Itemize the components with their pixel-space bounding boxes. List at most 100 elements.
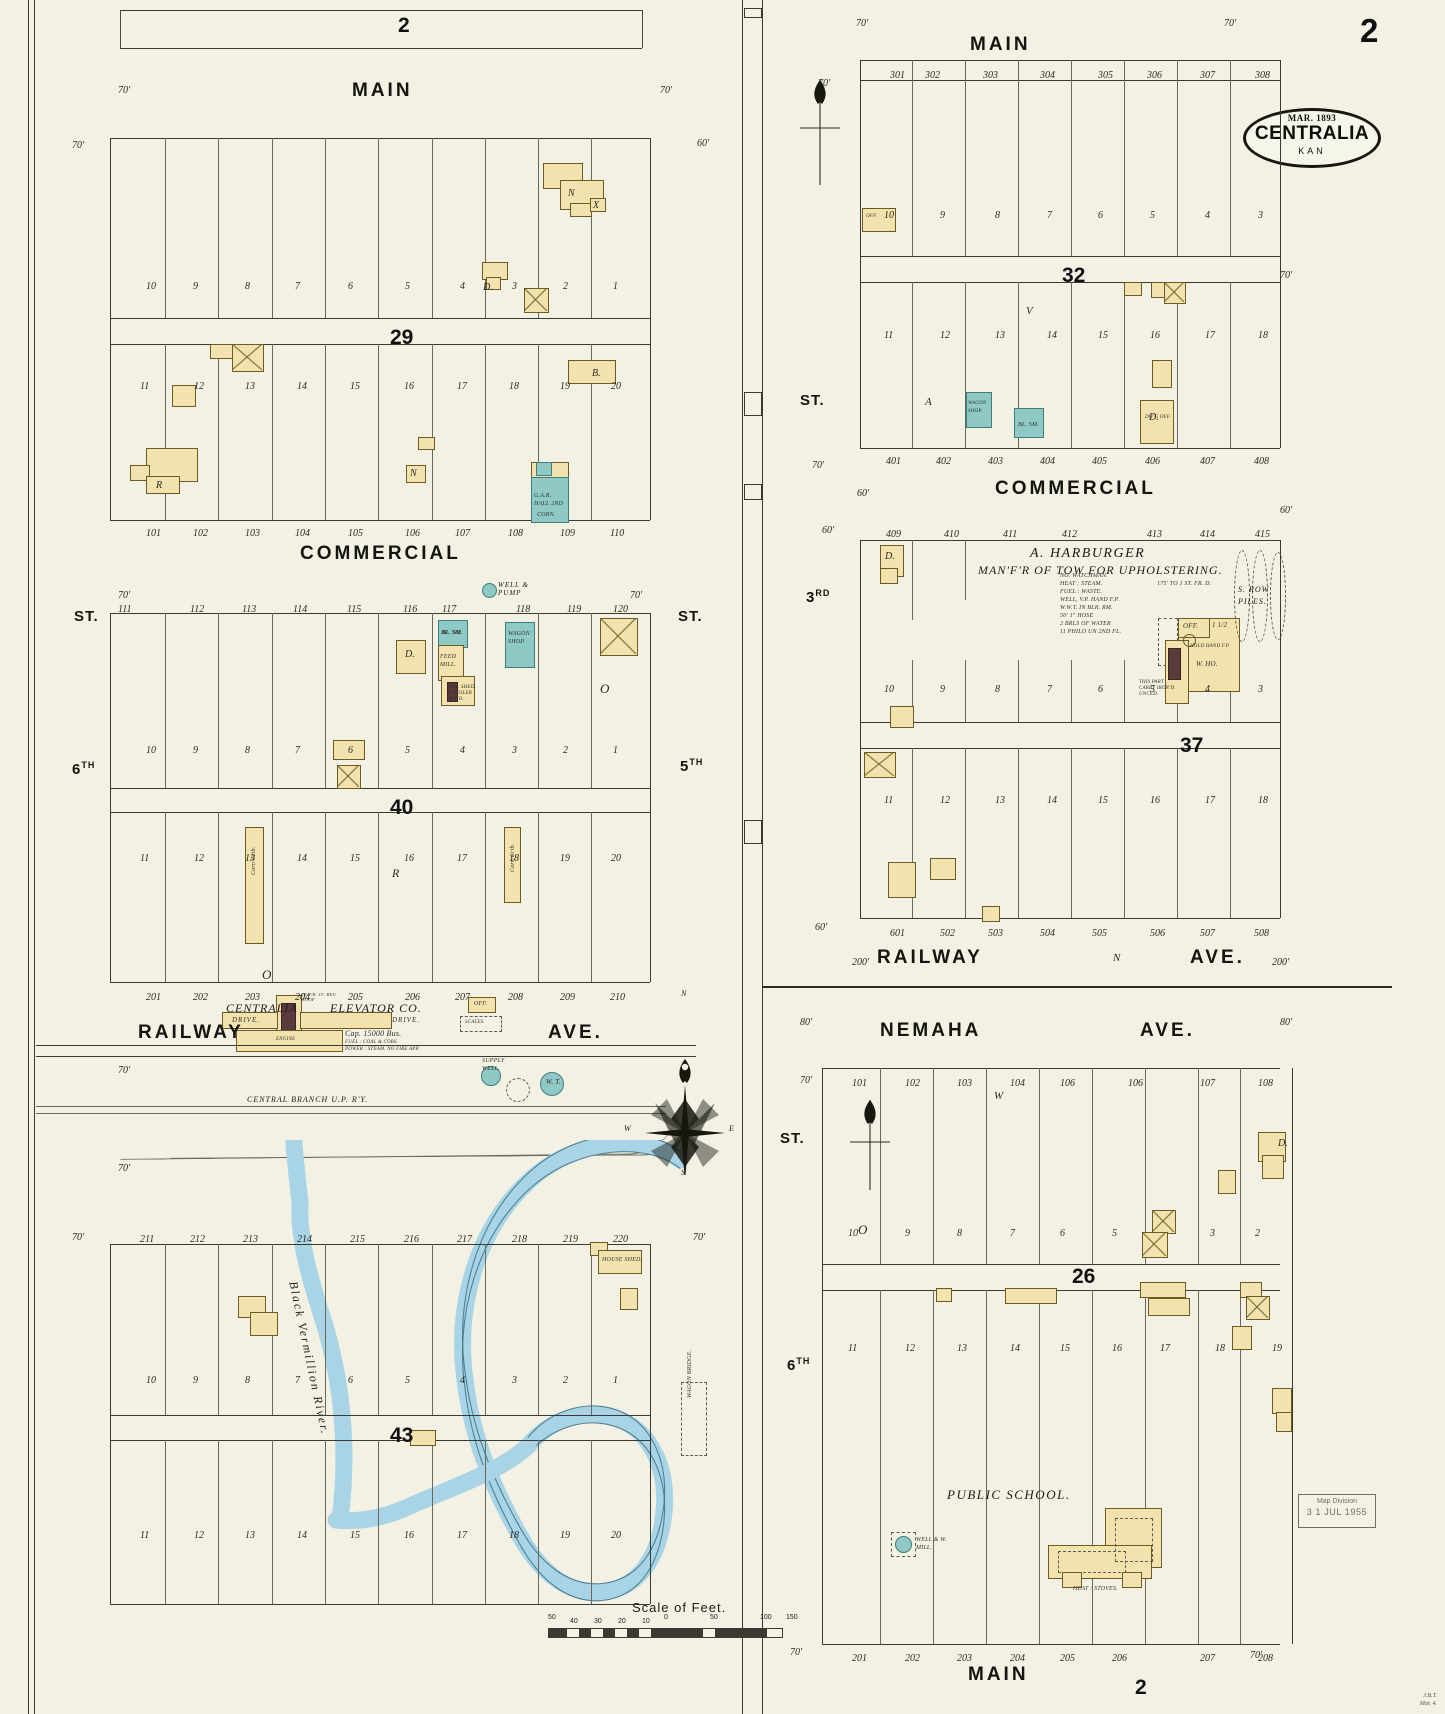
building-blacksmith-2 (1014, 408, 1044, 438)
scale-title: Scale of Feet. (632, 1600, 727, 1615)
blk29-lot-div (378, 344, 379, 520)
blk43-mid-line (110, 1415, 650, 1416)
lot-number: 16 (404, 381, 414, 392)
street-railway-left: RAILWAY (138, 1022, 244, 1043)
harburger-note: HEAT : STEAM. (1060, 581, 1103, 587)
blk40-lot-div (378, 812, 379, 982)
lot-number: 401 (886, 456, 901, 467)
blk37-lot-div (1071, 660, 1072, 722)
label-wagon-bridge: WAGON BRIDGE. (687, 1349, 693, 1398)
lot-number: 12 (905, 1343, 915, 1354)
lot-number: 117 (442, 604, 457, 615)
sheet-number-top: 2 (1360, 12, 1379, 49)
letter-v: V (1026, 305, 1033, 317)
lot-number: 307 (1200, 70, 1215, 81)
lot-number: 16 (404, 853, 414, 864)
lot-number: 112 (190, 604, 205, 615)
building (1262, 1155, 1284, 1179)
lot-number: 14 (1047, 330, 1057, 341)
letter-o-1: O (600, 681, 610, 696)
dimension-label: 80' (1280, 1017, 1293, 1028)
blk43-lot-div (432, 1440, 433, 1604)
lot-number: 104 (295, 528, 310, 539)
label-harburger-fireproof: THIS PART CAREY IRON'D. UNCED. (1139, 680, 1176, 697)
lot-number: 410 (944, 529, 959, 540)
building-corn-crib-2 (504, 827, 521, 903)
compass-north-label: N (681, 989, 687, 998)
lot-number: 220 (613, 1234, 628, 1245)
blk40-lot-div (378, 613, 379, 788)
dimension-label: 70' (72, 1232, 85, 1243)
label-railway-name: CENTRAL BRANCH U.P. R'Y. (247, 1095, 369, 1104)
lot-number: 11 (140, 1530, 150, 1541)
blk40-lot-div (591, 613, 592, 788)
blk37-alley-line (860, 748, 1280, 749)
label-elevator-fuel: FUEL : COAL & COBS. (345, 1040, 399, 1045)
cartouche-state: KAN (1298, 146, 1326, 156)
dimension-label: 70' (800, 1075, 813, 1086)
scale-seg (627, 1629, 639, 1637)
building (1140, 400, 1174, 444)
scale-tick-label: 0 (664, 1614, 668, 1621)
lot-number: 118 (516, 604, 531, 615)
harburger-note: 50' 1" HOSE (1060, 613, 1094, 619)
blk40-lot-div (165, 613, 166, 788)
lot-number: 7 (295, 1375, 300, 1386)
wagon-bridge-outline (681, 1382, 707, 1456)
lot-number: 8 (245, 745, 250, 756)
dimension-label: 200' (1272, 957, 1290, 968)
blk26-lot-div (880, 1290, 881, 1644)
label-blacksmith-1: BL. SM. (442, 630, 463, 636)
lot-number: 18 (1258, 330, 1268, 341)
street-commercial-right: COMMERCIAL (995, 478, 1156, 499)
lot-number: 17 (457, 853, 467, 864)
left-margin-rule-2 (34, 0, 35, 1714)
blk26-lot-div (1198, 1068, 1199, 1264)
street-main-right: MAIN (970, 34, 1031, 55)
block-number: 29 (390, 326, 414, 349)
school-interior-dashed (1115, 1518, 1153, 1562)
blk37-lot-div (1124, 748, 1125, 918)
lot-number: 219 (563, 1234, 578, 1245)
label-carpet-boiler: CAR. SHED. & BOILER W. HO. (448, 685, 476, 702)
lot-number: 5 (405, 745, 410, 756)
lot-number: 109 (560, 528, 575, 539)
lot-number: 16 (1150, 795, 1160, 806)
street-nemaha-ave: AVE. (1140, 1020, 1195, 1041)
lot-number: 20 (611, 1530, 621, 1541)
lot-number: 304 (1040, 70, 1055, 81)
lot-number: 104 (1010, 1078, 1025, 1089)
scale-bar: Scale of Feet. 50 40 30 20 10 0 50 100 1… (548, 1600, 798, 1654)
cartouche-date: MAR. 1893 (1287, 113, 1337, 123)
blk32-lot-div (1230, 282, 1231, 448)
blk29-lot-div (378, 138, 379, 318)
blk32-lot-div (1018, 282, 1019, 448)
label-elevator-office: OFF. (474, 1001, 488, 1007)
building-x-mark (864, 752, 894, 776)
building-x-mark (1142, 1232, 1166, 1256)
blk26-lot-div (1092, 1068, 1093, 1264)
label-dwg-off: DW'G OFF. (1145, 415, 1171, 420)
lot-number: 203 (957, 1653, 972, 1664)
blk40-lot-div (432, 812, 433, 982)
building (568, 360, 616, 384)
blk40-alley-line (110, 812, 650, 813)
lot-number: 103 (957, 1078, 972, 1089)
lot-number: 14 (1047, 795, 1057, 806)
blk43-alley-line (110, 1440, 650, 1441)
compass-rose (645, 1059, 725, 1175)
lot-number: 7 (295, 281, 300, 292)
dimension-label: 70' (118, 85, 131, 96)
building (1272, 1388, 1292, 1414)
building-x-mark (1246, 1296, 1268, 1318)
blk29-lot-div (272, 138, 273, 318)
lot-number: 108 (1258, 1078, 1273, 1089)
lot-number: 13 (245, 1530, 255, 1541)
blk32-lot-div (1230, 60, 1231, 256)
blk37-lot-div (1124, 660, 1125, 722)
block-number: 32 (1062, 264, 1086, 287)
lot-number: 5 (405, 281, 410, 292)
lot-number: 108 (508, 528, 523, 539)
scale-tick-label: 30 (594, 1618, 602, 1625)
building (410, 1430, 436, 1446)
